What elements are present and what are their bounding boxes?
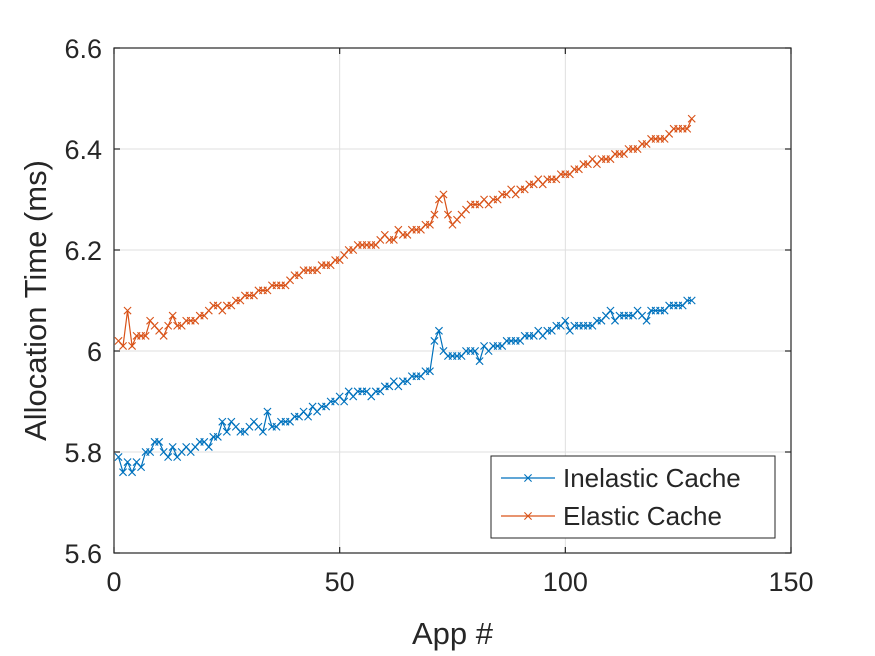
data-point-marker — [443, 210, 452, 219]
y-tick-label: 6 — [87, 337, 102, 367]
legend-box — [490, 455, 776, 539]
data-point-marker — [304, 412, 313, 421]
data-point-marker — [128, 341, 137, 350]
legend: Inelastic Cache Elastic Cache — [490, 455, 776, 539]
data-point-marker — [146, 448, 155, 456]
data-point-marker — [159, 331, 168, 340]
data-point-marker — [141, 331, 150, 340]
data-point-marker — [164, 321, 173, 330]
data-point-marker — [137, 463, 146, 472]
data-point-marker — [642, 316, 651, 325]
data-point-marker — [606, 306, 615, 315]
legend-label: Elastic Cache — [563, 501, 722, 531]
x-tick-label: 100 — [543, 567, 588, 597]
data-point-marker — [683, 124, 692, 133]
data-point-marker — [114, 453, 123, 462]
y-tick-label: 6.4 — [64, 135, 102, 165]
data-point-marker — [389, 235, 398, 244]
y-tick-label: 6.6 — [64, 34, 102, 64]
data-point-marker — [123, 306, 132, 315]
series-inelastic-cache — [114, 296, 696, 477]
data-point-marker — [119, 468, 128, 477]
data-point-marker — [263, 407, 272, 416]
y-tick-label: 5.6 — [64, 539, 102, 569]
data-point-marker — [425, 367, 434, 376]
data-point-marker — [123, 458, 132, 467]
legend-label: Inelastic Cache — [563, 463, 741, 493]
data-point-marker — [222, 427, 231, 436]
y-tick-label: 5.8 — [64, 438, 102, 468]
data-point-marker — [430, 210, 439, 219]
data-point-marker — [168, 311, 177, 320]
axes-box — [113, 47, 792, 554]
series-layer — [114, 114, 696, 477]
data-point-marker — [218, 417, 227, 426]
data-point-marker — [213, 432, 222, 441]
axis-ticks: 0 50 100 150 5.6 5.8 6 6.2 6.4 6.6 — [64, 34, 813, 597]
data-point-marker — [128, 468, 137, 477]
x-tick-label: 50 — [325, 567, 355, 597]
legend-item: Elastic Cache — [501, 501, 722, 531]
data-point-marker — [687, 296, 696, 305]
legend-marker — [524, 512, 532, 520]
x-axis-label: App # — [412, 616, 494, 651]
data-point-marker — [119, 341, 128, 350]
y-tick-label: 6.2 — [64, 236, 102, 266]
legend-marker — [524, 474, 532, 482]
data-point-marker — [204, 442, 213, 451]
data-point-marker — [439, 190, 448, 199]
series-elastic-cache — [114, 114, 696, 350]
data-point-marker — [258, 427, 267, 436]
data-point-marker — [430, 336, 439, 345]
data-point-marker — [425, 220, 434, 229]
x-tick-label: 150 — [768, 567, 813, 597]
data-point-marker — [340, 397, 349, 406]
data-point-marker — [471, 347, 480, 355]
y-axis-label: Allocation Time (ms) — [18, 160, 53, 441]
data-point-marker — [434, 326, 443, 335]
data-point-marker — [475, 357, 484, 366]
data-point-marker — [164, 453, 173, 462]
data-point-marker — [155, 437, 164, 446]
data-point-marker — [561, 316, 570, 325]
data-point-marker — [168, 442, 177, 451]
legend-item: Inelastic Cache — [501, 463, 741, 493]
data-point-marker — [687, 114, 696, 123]
x-tick-label: 0 — [106, 567, 121, 597]
